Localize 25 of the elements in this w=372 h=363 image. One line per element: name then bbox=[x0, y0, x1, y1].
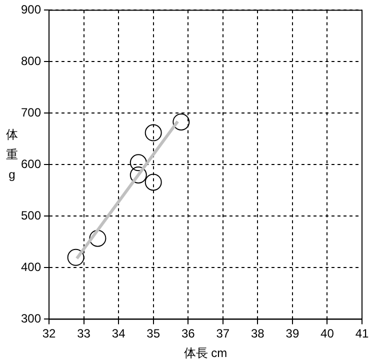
y-axis-title: 体重 g bbox=[6, 127, 18, 182]
point bbox=[144, 174, 162, 191]
y-tick-label: 300 bbox=[20, 312, 42, 326]
y-tick-label: 500 bbox=[20, 208, 42, 223]
x-tick-label: 41 bbox=[355, 326, 369, 341]
point bbox=[130, 166, 147, 184]
x-axis-title: 体長 cm bbox=[184, 346, 228, 360]
x-tick-label: 40 bbox=[320, 326, 334, 341]
x-tick-label: 32 bbox=[42, 326, 56, 341]
x-tick-label: 38 bbox=[250, 326, 265, 341]
x-tick-label: 35 bbox=[146, 326, 160, 341]
y-tick-label: 400 bbox=[20, 260, 42, 274]
x-tick-label: 39 bbox=[286, 326, 300, 341]
point bbox=[172, 113, 190, 130]
x-tick-label: 34 bbox=[112, 326, 126, 341]
x-tick-label: 33 bbox=[77, 326, 91, 341]
y-tick-label: 800 bbox=[20, 54, 42, 68]
point bbox=[67, 248, 84, 266]
x-tick-label: 37 bbox=[216, 326, 230, 341]
point bbox=[144, 124, 162, 142]
x-tick-label: 36 bbox=[181, 326, 196, 341]
y-tick-label: 700 bbox=[20, 106, 42, 120]
y-tick-label: 600 bbox=[20, 157, 42, 172]
y-tick-label: 900 bbox=[20, 2, 42, 17]
point bbox=[89, 230, 106, 247]
